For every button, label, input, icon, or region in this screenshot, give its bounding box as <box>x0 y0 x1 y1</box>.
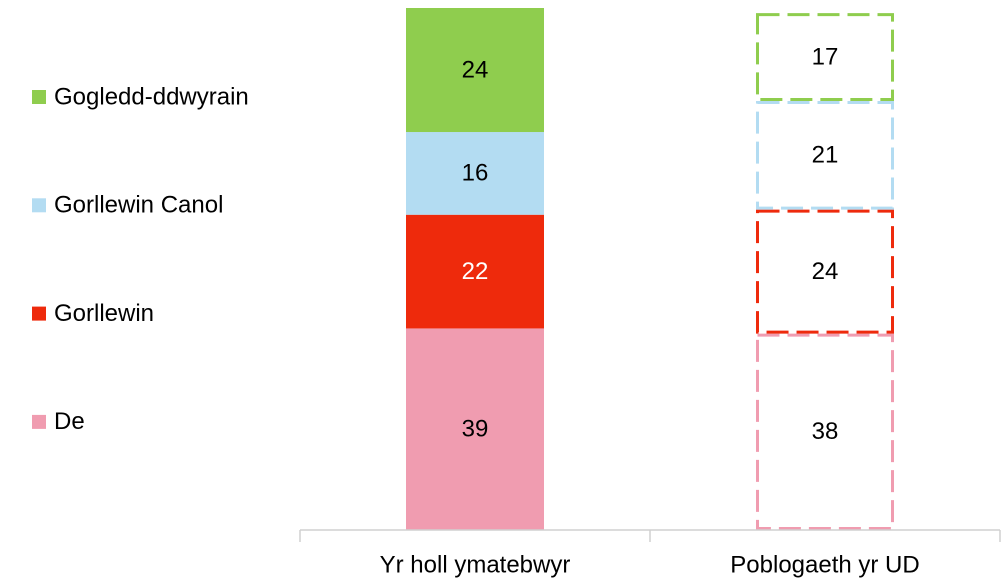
data-label: 16 <box>462 160 489 187</box>
legend-label: De <box>54 408 85 435</box>
data-label: 39 <box>462 416 489 443</box>
legend-label: Gorllewin Canol <box>54 192 223 219</box>
bar-segment <box>406 328 544 530</box>
data-label: 24 <box>812 258 839 285</box>
legend-swatch <box>32 198 46 213</box>
data-label: 22 <box>462 258 489 285</box>
x-tick-label: Yr holl ymatebwyr <box>380 551 571 578</box>
legend-swatch <box>32 90 46 104</box>
bar-segment <box>406 8 544 133</box>
bar-segment <box>756 333 894 531</box>
x-tick-label: Poblogaeth yr UD <box>730 551 919 578</box>
bar-segment <box>756 13 894 102</box>
legend-swatch <box>32 306 46 321</box>
data-label: 24 <box>462 56 489 83</box>
data-label: 21 <box>812 142 839 169</box>
bar-segment <box>406 132 544 215</box>
data-label: 38 <box>812 418 839 445</box>
bar-segment <box>756 101 894 210</box>
bar-segment <box>406 214 544 329</box>
legend-label: Gogledd-ddwyrain <box>54 83 249 110</box>
legend-swatch <box>32 414 46 429</box>
data-label: 17 <box>812 43 839 70</box>
legend-label: Gorllewin <box>54 300 154 327</box>
bar-segment <box>756 209 894 334</box>
